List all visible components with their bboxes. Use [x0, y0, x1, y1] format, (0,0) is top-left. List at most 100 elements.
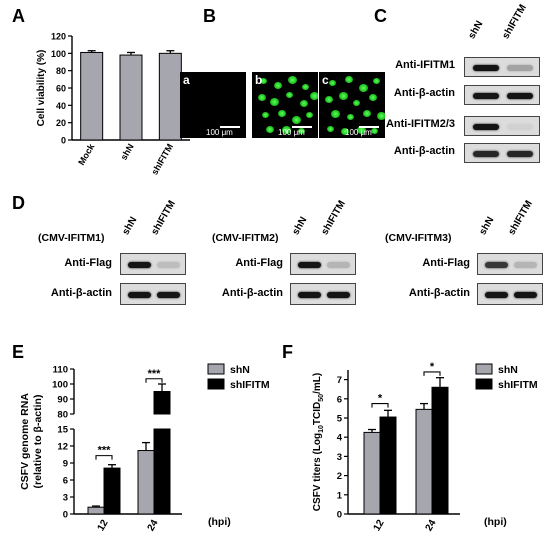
- error-bar: [384, 409, 392, 418]
- panel-letter-f: F: [282, 342, 293, 362]
- fluorescent-cell: [363, 110, 371, 117]
- blot-row-label: Anti-IFITM1: [395, 59, 455, 71]
- blot-band: [485, 262, 508, 268]
- legend-label: shN: [230, 364, 250, 376]
- y-tick-label: 4: [337, 433, 343, 444]
- x-tick-label: 12: [96, 518, 111, 534]
- error-bar: [108, 464, 116, 469]
- y-tick-label: 60: [56, 84, 66, 94]
- blot-band: [298, 292, 321, 298]
- blot-strip: [477, 253, 543, 275]
- blot-strip: [290, 283, 356, 305]
- panel-letter-c: C: [374, 6, 387, 26]
- blot-row-label: Anti-β-actin: [221, 287, 283, 299]
- legend-label: shIFITM: [498, 379, 538, 391]
- blot-band: [472, 93, 500, 99]
- fluorescent-cell: [300, 100, 308, 107]
- lane-label: shN: [466, 19, 486, 41]
- blot-strip: [464, 85, 540, 105]
- y-tick-label: 40: [56, 101, 66, 111]
- panel-a-chart: 0 20 40 60 80 100 120 Cell viability (%) Mock shN…: [36, 32, 190, 176]
- scale-bar-label: 100 μm: [206, 128, 233, 137]
- error-bar: [420, 402, 428, 410]
- fluorescent-cell: [302, 84, 309, 90]
- blot-band: [128, 262, 151, 268]
- error-bar: [166, 50, 175, 54]
- fluorescent-cell: [377, 112, 385, 120]
- blot-row-label: Anti-β-actin: [50, 287, 112, 299]
- y-tick-label: 2: [337, 471, 342, 482]
- fluorescent-cell: [310, 92, 318, 100]
- blot-band: [514, 292, 537, 298]
- x-tick-label: 24: [424, 518, 439, 534]
- legend-swatch: [475, 378, 493, 390]
- fluorescent-cell: [369, 94, 377, 101]
- y-tick-label: 90: [57, 395, 68, 406]
- error-bar: [158, 383, 166, 392]
- error-bar: [368, 428, 376, 433]
- fluorescent-cell: [325, 96, 333, 103]
- legend-swatch: [475, 363, 493, 375]
- blot-band: [298, 262, 321, 268]
- significance-label: *: [378, 393, 383, 405]
- lane-label: shN: [290, 215, 310, 237]
- blot-strip: [464, 116, 540, 136]
- error-bar: [436, 377, 444, 388]
- construct-title: (CMV-IFITM3): [385, 232, 452, 244]
- y-tick-label: 7: [337, 375, 342, 386]
- y-tick-label: 15: [57, 425, 68, 436]
- lane-label: shIFITM: [149, 198, 178, 237]
- fluorescent-cell: [262, 112, 269, 118]
- bar: [119, 54, 143, 141]
- y-tick-label: 6: [63, 476, 68, 487]
- bar: [379, 416, 397, 515]
- legend-label: shIFITM: [230, 379, 270, 391]
- blot-strip: [464, 57, 540, 77]
- y-tick-label: 0: [61, 136, 66, 146]
- error-bar: [87, 50, 96, 53]
- blot-band: [514, 262, 537, 268]
- bar: [415, 408, 433, 515]
- blot-band: [472, 124, 500, 130]
- lane-label: shN: [120, 215, 140, 237]
- construct-title: (CMV-IFITM1): [38, 232, 105, 244]
- blot-band: [157, 292, 180, 298]
- significance-label: ***: [148, 368, 162, 380]
- fluorescent-cell: [260, 78, 267, 84]
- y-tick-label: 0: [337, 510, 342, 521]
- micrograph-c: c 100 μm: [319, 72, 385, 138]
- significance-bracket: [423, 371, 441, 376]
- error-bar: [142, 441, 150, 451]
- significance-label: ***: [98, 445, 112, 457]
- fluorescent-cell: [371, 128, 378, 134]
- blot-row-label: Anti-β-actin: [393, 145, 455, 157]
- bar: [431, 386, 449, 515]
- y-tick-label: 20: [56, 118, 66, 128]
- bar: [158, 52, 182, 141]
- y-tick-label: 0: [63, 510, 68, 521]
- legend-label: shN: [498, 364, 518, 376]
- fluorescent-cell: [288, 76, 297, 84]
- blot-strip: [120, 253, 186, 275]
- fluorescent-cell: [359, 84, 368, 92]
- y-tick-label: 80: [57, 410, 68, 421]
- x-tick-label: 24: [146, 518, 161, 534]
- lane-label: shIFITM: [319, 198, 348, 237]
- significance-label: *: [430, 361, 435, 373]
- bar: [80, 51, 104, 141]
- blot-band: [472, 151, 500, 157]
- legend-swatch: [207, 378, 225, 390]
- fluorescent-cell: [353, 100, 360, 106]
- micrograph-label: a: [183, 73, 190, 87]
- scale-bar: [220, 126, 240, 128]
- panel-letter-e: E: [12, 342, 25, 362]
- y-tick-label: 120: [51, 32, 66, 42]
- fluorescent-cell: [286, 92, 293, 98]
- fluorescent-cell: [306, 112, 313, 118]
- blot-band: [506, 93, 534, 99]
- y-axis-label: (relative to β-actin): [32, 395, 44, 489]
- scale-bar-label: 100 μm: [345, 128, 372, 137]
- fluorescent-cell: [347, 114, 354, 120]
- blot-strip: [464, 143, 540, 163]
- bar-upper-part: [153, 391, 171, 415]
